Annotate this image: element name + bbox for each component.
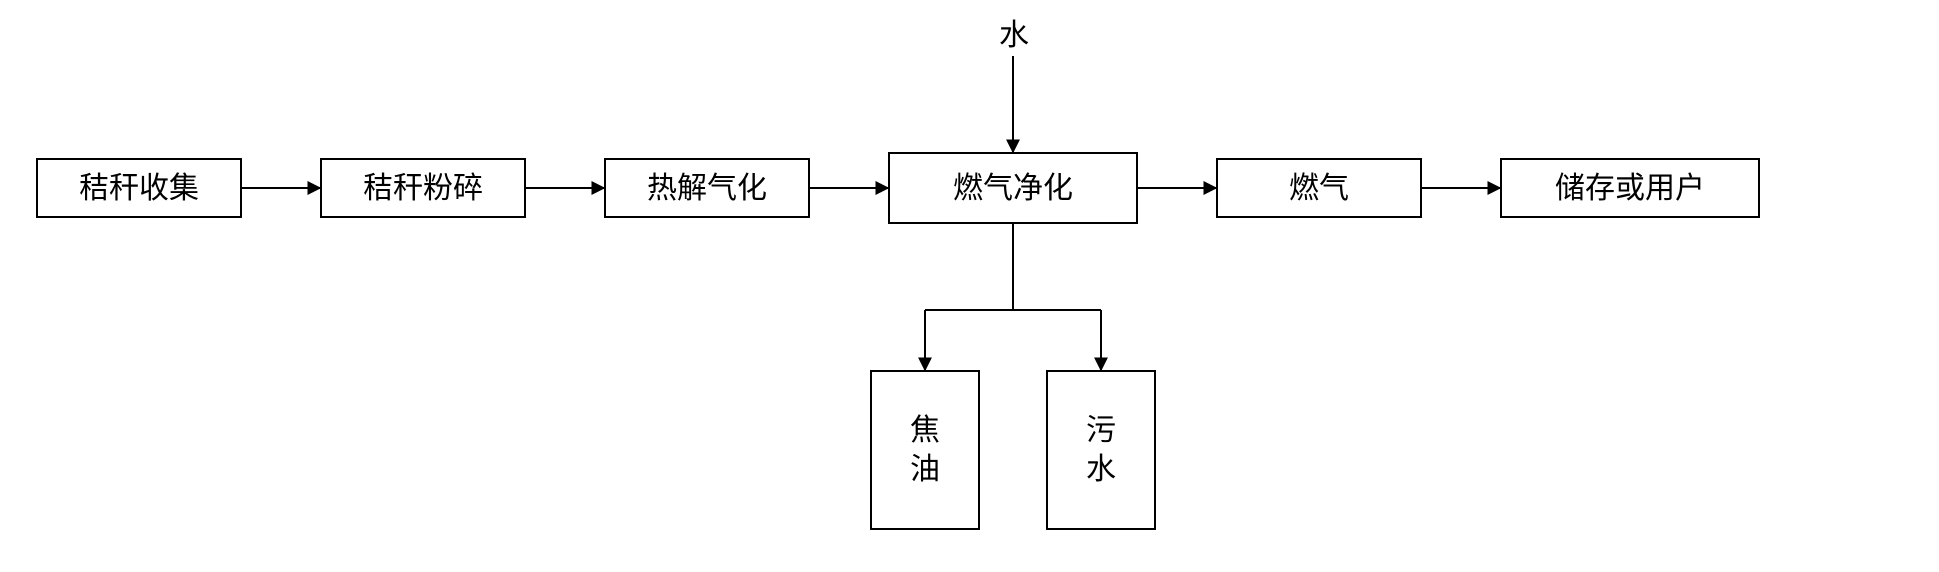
node-tar: 焦油 [870, 370, 980, 530]
node-label: 储存或用户 [1555, 169, 1705, 208]
node-fuel-gas: 燃气 [1216, 158, 1422, 218]
node-storage-or-user: 储存或用户 [1500, 158, 1760, 218]
node-label: 燃气 [1289, 169, 1349, 208]
node-label: 秸秆粉碎 [363, 169, 483, 208]
node-label: 热解气化 [647, 169, 767, 208]
node-pyrolysis-gasify: 热解气化 [604, 158, 810, 218]
node-label: 污水 [1086, 411, 1116, 489]
node-wastewater: 污水 [1046, 370, 1156, 530]
input-label-water: 水 [994, 10, 1034, 50]
node-label: 焦油 [910, 411, 940, 489]
node-gas-purification: 燃气净化 [888, 152, 1138, 224]
node-label: 燃气净化 [953, 169, 1073, 208]
node-straw-collection: 秸秆收集 [36, 158, 242, 218]
node-label: 秸秆收集 [79, 169, 199, 208]
node-straw-crushing: 秸秆粉碎 [320, 158, 526, 218]
